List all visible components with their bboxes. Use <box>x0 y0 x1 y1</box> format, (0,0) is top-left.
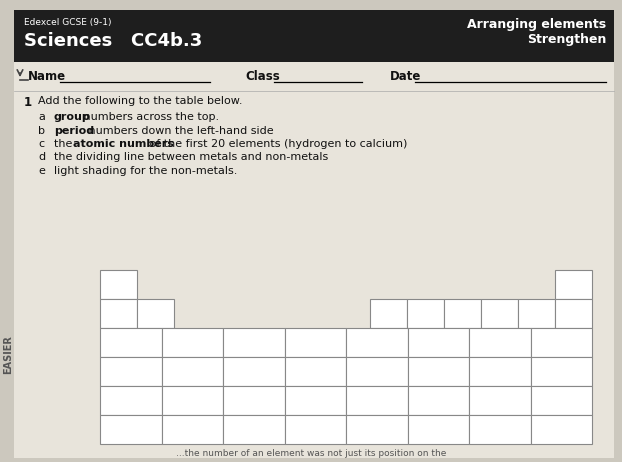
Bar <box>481 299 518 328</box>
Bar <box>469 328 531 357</box>
Text: Strengthen: Strengthen <box>527 33 606 46</box>
Bar <box>223 357 284 386</box>
Bar <box>284 357 346 386</box>
Bar <box>531 386 592 415</box>
Bar <box>162 328 223 357</box>
Text: d: d <box>38 152 45 163</box>
Bar <box>346 328 407 357</box>
Text: group: group <box>54 112 91 122</box>
Text: Edexcel GCSE (9-1): Edexcel GCSE (9-1) <box>24 18 111 27</box>
Bar <box>223 328 284 357</box>
Bar <box>100 328 162 357</box>
Text: Name: Name <box>28 70 66 83</box>
Text: Class: Class <box>245 70 280 83</box>
Bar <box>407 386 469 415</box>
Bar <box>444 299 481 328</box>
Text: period: period <box>54 126 94 135</box>
Text: a: a <box>38 112 45 122</box>
Bar <box>469 357 531 386</box>
Bar <box>223 386 284 415</box>
Bar <box>555 299 592 328</box>
Text: Date: Date <box>390 70 421 83</box>
Text: the dividing line between metals and non-metals: the dividing line between metals and non… <box>54 152 328 163</box>
Bar <box>407 357 469 386</box>
Bar <box>100 270 137 299</box>
Bar <box>284 415 346 444</box>
Text: numbers down the left-hand side: numbers down the left-hand side <box>85 126 274 135</box>
Bar <box>284 328 346 357</box>
Bar <box>100 415 162 444</box>
Bar <box>469 386 531 415</box>
Bar <box>407 299 444 328</box>
Bar <box>100 386 162 415</box>
Bar <box>555 270 592 299</box>
Bar <box>162 415 223 444</box>
Text: of the first 20 elements (hydrogen to calcium): of the first 20 elements (hydrogen to ca… <box>146 139 407 149</box>
Bar <box>284 386 346 415</box>
Bar <box>137 299 174 328</box>
Text: light shading for the non-metals.: light shading for the non-metals. <box>54 166 238 176</box>
Text: c: c <box>38 139 44 149</box>
Text: b: b <box>38 126 45 135</box>
Bar <box>407 328 469 357</box>
Text: the: the <box>54 139 76 149</box>
Bar <box>100 299 137 328</box>
Bar <box>370 299 407 328</box>
Bar <box>469 415 531 444</box>
Text: Add the following to the table below.: Add the following to the table below. <box>38 96 243 106</box>
Bar <box>518 299 555 328</box>
Text: numbers across the top.: numbers across the top. <box>80 112 219 122</box>
Text: ...the number of an element was not just its position on the: ...the number of an element was not just… <box>176 449 446 458</box>
Text: atomic numbers: atomic numbers <box>73 139 174 149</box>
Bar <box>346 357 407 386</box>
Text: e: e <box>38 166 45 176</box>
Bar <box>162 357 223 386</box>
Bar <box>223 415 284 444</box>
Bar <box>100 357 162 386</box>
Bar <box>531 357 592 386</box>
Bar <box>531 415 592 444</box>
Bar <box>346 415 407 444</box>
Bar <box>14 10 614 62</box>
Bar <box>531 328 592 357</box>
Bar <box>346 386 407 415</box>
Text: 1: 1 <box>24 96 32 109</box>
Bar <box>407 415 469 444</box>
Text: Sciences   CC4b.3: Sciences CC4b.3 <box>24 32 202 50</box>
Bar <box>162 386 223 415</box>
Text: Arranging elements: Arranging elements <box>467 18 606 31</box>
Text: EASIER: EASIER <box>3 335 13 374</box>
Bar <box>14 58 614 458</box>
